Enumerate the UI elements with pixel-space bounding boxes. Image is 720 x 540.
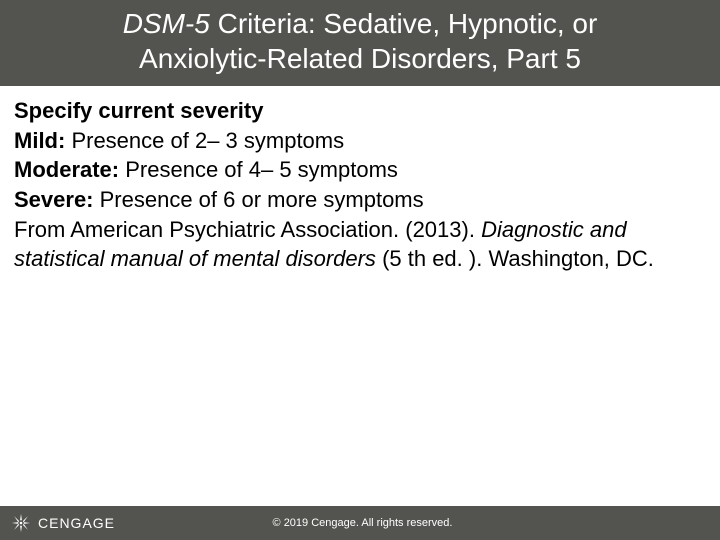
severe-text: Presence of 6 or more symptoms <box>94 187 424 212</box>
copyright-text: © 2019 Cengage. All rights reserved. <box>5 517 720 529</box>
slide-body: Specify current severity Mild: Presence … <box>0 86 720 274</box>
title-italic-prefix: DSM-5 <box>123 8 210 39</box>
severe-line: Severe: Presence of 6 or more symptoms <box>14 185 706 215</box>
mild-text: Presence of 2– 3 symptoms <box>65 128 344 153</box>
mild-line: Mild: Presence of 2– 3 symptoms <box>14 126 706 156</box>
moderate-label: Moderate: <box>14 157 119 182</box>
specify-label: Specify current severity <box>14 98 263 123</box>
title-line1-rest: Criteria: Sedative, Hypnotic, or <box>210 8 598 39</box>
citation-pre: From American Psychiatric Association. (… <box>14 217 481 242</box>
specify-line: Specify current severity <box>14 96 706 126</box>
mild-label: Mild: <box>14 128 65 153</box>
citation-post: (5 th ed. ). Washington, DC. <box>382 246 654 271</box>
title-line2: Anxiolytic-Related Disorders, Part 5 <box>139 43 581 74</box>
severe-label: Severe: <box>14 187 94 212</box>
citation-line: From American Psychiatric Association. (… <box>14 215 706 274</box>
slide-title-bar: DSM-5 Criteria: Sedative, Hypnotic, or A… <box>0 0 720 86</box>
moderate-line: Moderate: Presence of 4– 5 symptoms <box>14 155 706 185</box>
slide-footer: CENGAGE © 2019 Cengage. All rights reser… <box>0 506 720 540</box>
moderate-text: Presence of 4– 5 symptoms <box>119 157 398 182</box>
